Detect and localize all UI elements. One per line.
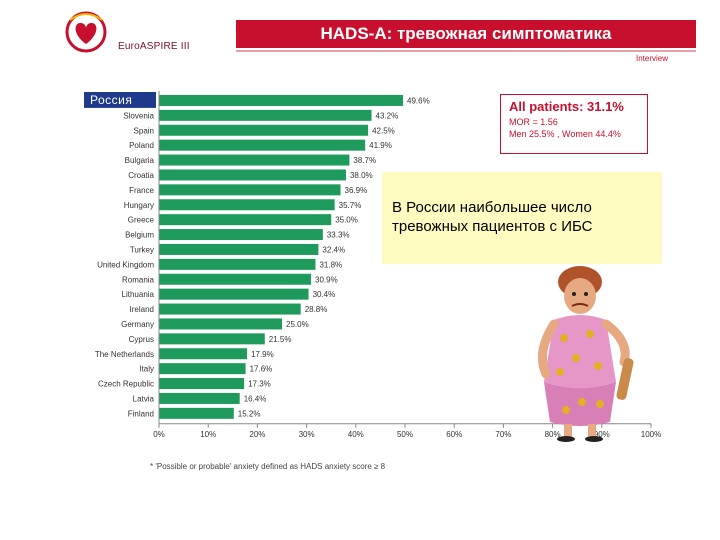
value-label-4: 38.7% — [353, 156, 376, 165]
x-tick-label-5: 50% — [397, 430, 413, 439]
logo-text: EuroASPIRE III — [118, 41, 190, 52]
value-label-3: 41.9% — [369, 141, 392, 150]
value-label-12: 30.9% — [315, 275, 338, 284]
category-label-21: Finland — [128, 409, 154, 418]
page-title: HADS-A: тревожная симптоматика — [236, 20, 696, 48]
category-label-0: Россия — [90, 93, 132, 107]
russia-callout: В России наибольшее число тревожных паци… — [382, 172, 662, 264]
category-label-7: Hungary — [124, 201, 154, 210]
sex-breakdown: Men 25.5% , Women 44.4% — [509, 129, 621, 139]
x-tick-label-6: 60% — [446, 430, 462, 439]
value-label-5: 38.0% — [350, 171, 373, 180]
bar-3 — [159, 139, 366, 151]
category-label-16: Cyprus — [129, 335, 154, 344]
bar-21 — [159, 407, 234, 419]
bar-7 — [159, 199, 335, 211]
category-label-19: Czech Republic — [98, 380, 154, 389]
highlight-label-bg — [84, 92, 156, 108]
bar-13 — [159, 288, 309, 300]
value-label-20: 16.4% — [244, 395, 267, 404]
category-label-10: Turkey — [130, 246, 154, 255]
x-tick-label-8: 80% — [545, 430, 561, 439]
value-label-8: 35.0% — [335, 216, 358, 225]
bar-16 — [159, 333, 265, 345]
x-tick-label-4: 40% — [348, 430, 364, 439]
value-label-6: 36.9% — [345, 186, 368, 195]
category-label-5: Croatia — [128, 171, 154, 180]
value-label-0: 49.6% — [407, 97, 430, 106]
bar-8 — [159, 214, 332, 226]
bar-10 — [159, 243, 319, 255]
bar-20 — [159, 392, 240, 404]
x-tick-label-3: 30% — [299, 430, 315, 439]
x-tick-label-9: 90% — [594, 430, 610, 439]
value-label-14: 28.8% — [305, 305, 328, 314]
bar-11 — [159, 258, 316, 270]
value-label-18: 17.6% — [250, 365, 273, 374]
euroaspire-logo — [65, 11, 107, 53]
page-subtitle: Interview — [636, 54, 669, 63]
bar-18 — [159, 363, 246, 375]
category-label-13: Lithuania — [122, 290, 155, 299]
x-tick-label-2: 20% — [249, 430, 265, 439]
category-label-6: France — [129, 186, 154, 195]
cartoon-woman-illustration — [537, 266, 634, 442]
callout-line-1: В России наибольшее число — [392, 199, 592, 216]
category-label-9: Belgium — [125, 231, 154, 240]
value-label-21: 15.2% — [238, 409, 261, 418]
category-label-11: United Kingdom — [97, 260, 154, 269]
x-tick-label-0: 0% — [153, 430, 165, 439]
bar-9 — [159, 229, 323, 241]
x-tick-label-7: 70% — [495, 430, 511, 439]
category-label-14: Ireland — [130, 305, 154, 314]
all-patients-value: All patients: 31.1% — [509, 99, 624, 114]
category-label-15: Germany — [121, 320, 154, 329]
chart-footnote: * 'Possible or probable' anxiety defined… — [150, 462, 386, 471]
category-label-2: Spain — [134, 126, 154, 135]
x-tick-label-1: 10% — [200, 430, 216, 439]
bar-2 — [159, 124, 369, 136]
bar-17 — [159, 348, 248, 360]
bar-6 — [159, 184, 341, 196]
mor-value: MOR = 1.56 — [509, 117, 558, 127]
value-label-15: 25.0% — [286, 320, 309, 329]
bar-15 — [159, 318, 282, 330]
value-label-11: 31.8% — [319, 260, 342, 269]
bar-4 — [159, 154, 350, 166]
value-label-2: 42.5% — [372, 126, 395, 135]
value-label-10: 32.4% — [322, 246, 345, 255]
category-label-12: Romania — [122, 275, 155, 284]
callout-line-2: тревожных пациентов с ИБС — [392, 218, 593, 235]
value-label-9: 33.3% — [327, 231, 350, 240]
bar-5 — [159, 169, 346, 181]
category-label-8: Greece — [128, 216, 155, 225]
bar-0 — [159, 94, 404, 106]
bar-19 — [159, 378, 245, 390]
bar-12 — [159, 273, 312, 285]
category-label-3: Poland — [129, 141, 154, 150]
category-label-20: Latvia — [133, 395, 155, 404]
value-label-17: 17.9% — [251, 350, 274, 359]
category-label-4: Bulgaria — [125, 156, 155, 165]
value-label-16: 21.5% — [269, 335, 292, 344]
x-tick-label-10: 100% — [641, 430, 661, 439]
bar-14 — [159, 303, 301, 315]
value-label-1: 43.2% — [376, 111, 399, 120]
all-patients-stats-box: All patients: 31.1% MOR = 1.56 Men 25.5%… — [500, 94, 648, 154]
value-label-7: 35.7% — [339, 201, 362, 210]
category-label-1: Slovenia — [123, 111, 154, 120]
bar-1 — [159, 109, 372, 121]
category-label-17: The Netherlands — [95, 350, 154, 359]
value-label-13: 30.4% — [313, 290, 336, 299]
value-label-19: 17.3% — [248, 380, 271, 389]
category-label-18: Italy — [139, 365, 154, 374]
title-divider — [236, 50, 696, 52]
